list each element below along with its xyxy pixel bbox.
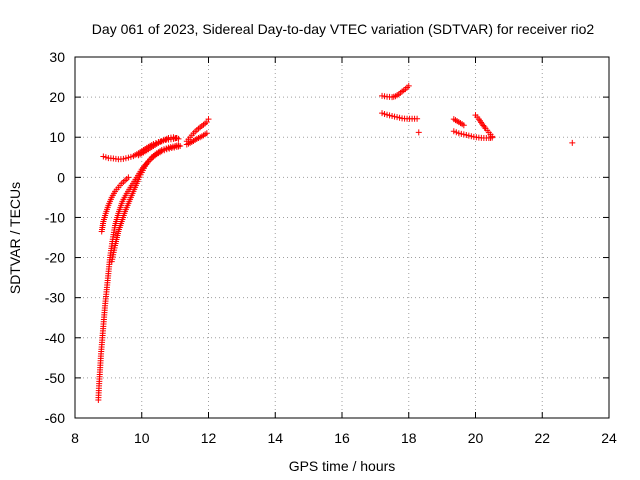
data-point — [172, 135, 179, 142]
y-tick-label: -10 — [45, 209, 65, 225]
data-point — [463, 132, 470, 139]
y-tick-label: 20 — [49, 89, 65, 105]
chart-title: Day 061 of 2023, Sidereal Day-to-day VTE… — [92, 21, 595, 37]
y-tick-label: -50 — [45, 370, 65, 386]
data-point — [175, 135, 182, 142]
y-tick-label: 30 — [49, 49, 65, 65]
grid — [75, 57, 609, 418]
data-point — [205, 116, 212, 123]
data-point — [414, 115, 421, 122]
x-axis-label: GPS time / hours — [289, 458, 396, 474]
data-point — [125, 154, 132, 161]
data-point — [489, 134, 496, 141]
data-point — [465, 132, 472, 139]
tick-labels: 8 10 12 14 16 18 20 22 24 30 20 10 0 -10 -20 -30 -40 -50 -… — [45, 49, 617, 446]
data-point — [391, 113, 398, 120]
y-tick-label: -60 — [45, 410, 65, 426]
x-tick-label: 10 — [134, 430, 150, 446]
data-point — [394, 114, 401, 121]
data-point — [100, 153, 107, 160]
y-tick-label: 10 — [49, 129, 65, 145]
y-tick-label: -40 — [45, 330, 65, 346]
data-point — [381, 110, 388, 117]
y-tick-label: -30 — [45, 290, 65, 306]
x-tick-label: 24 — [601, 430, 617, 446]
x-tick-label: 18 — [401, 430, 417, 446]
data-point — [405, 82, 412, 89]
data-point — [460, 131, 467, 138]
x-tick-label: 16 — [334, 430, 350, 446]
data-point — [122, 155, 129, 162]
data-points — [95, 82, 576, 403]
x-tick-label: 14 — [267, 430, 283, 446]
y-tick-label: 0 — [57, 169, 65, 185]
data-point — [125, 174, 132, 181]
data-point — [386, 112, 393, 119]
y-tick-label: -20 — [45, 250, 65, 266]
data-point — [203, 130, 210, 137]
data-point — [170, 134, 177, 141]
data-point — [460, 122, 467, 129]
x-tick-label: 20 — [468, 430, 484, 446]
data-point — [455, 130, 462, 137]
x-tick-label: 12 — [201, 430, 217, 446]
x-tick-label: 22 — [534, 430, 550, 446]
data-point — [468, 133, 475, 140]
y-axis-label: SDTVAR / TECUs — [7, 182, 23, 294]
data-point — [389, 112, 396, 119]
data-point — [120, 155, 127, 162]
data-point — [453, 129, 460, 136]
data-point — [458, 130, 465, 137]
data-point — [450, 128, 457, 135]
data-point — [396, 114, 403, 121]
data-point — [384, 111, 391, 118]
data-point — [175, 142, 182, 149]
data-point — [102, 154, 109, 161]
data-point — [569, 139, 576, 146]
x-tick-label: 8 — [71, 430, 79, 446]
data-point — [127, 153, 134, 160]
data-point — [481, 123, 488, 130]
data-point — [415, 129, 422, 136]
data-point — [379, 110, 386, 117]
